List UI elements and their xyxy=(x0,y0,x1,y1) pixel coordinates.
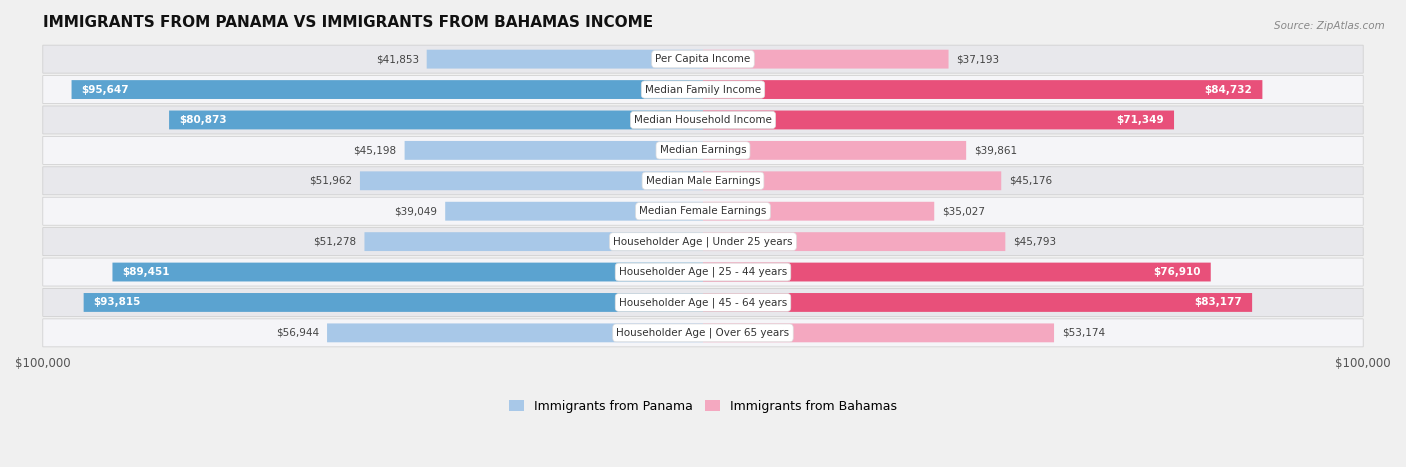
FancyBboxPatch shape xyxy=(405,141,703,160)
Text: Householder Age | Over 65 years: Householder Age | Over 65 years xyxy=(616,328,790,338)
Text: $51,278: $51,278 xyxy=(314,237,357,247)
Text: $35,027: $35,027 xyxy=(942,206,986,216)
Text: Householder Age | Under 25 years: Householder Age | Under 25 years xyxy=(613,236,793,247)
FancyBboxPatch shape xyxy=(703,141,966,160)
FancyBboxPatch shape xyxy=(703,293,1253,312)
Text: $41,853: $41,853 xyxy=(375,54,419,64)
FancyBboxPatch shape xyxy=(42,45,1364,73)
FancyBboxPatch shape xyxy=(703,50,949,69)
FancyBboxPatch shape xyxy=(42,289,1364,317)
FancyBboxPatch shape xyxy=(703,262,1211,282)
FancyBboxPatch shape xyxy=(703,80,1263,99)
FancyBboxPatch shape xyxy=(364,232,703,251)
FancyBboxPatch shape xyxy=(426,50,703,69)
Text: $45,198: $45,198 xyxy=(353,145,396,156)
Text: $80,873: $80,873 xyxy=(179,115,226,125)
Text: Per Capita Income: Per Capita Income xyxy=(655,54,751,64)
FancyBboxPatch shape xyxy=(72,80,703,99)
Text: $76,910: $76,910 xyxy=(1153,267,1201,277)
Text: $89,451: $89,451 xyxy=(122,267,170,277)
Text: Householder Age | 45 - 64 years: Householder Age | 45 - 64 years xyxy=(619,297,787,308)
Legend: Immigrants from Panama, Immigrants from Bahamas: Immigrants from Panama, Immigrants from … xyxy=(509,400,897,413)
FancyBboxPatch shape xyxy=(83,293,703,312)
FancyBboxPatch shape xyxy=(169,111,703,129)
Text: $71,349: $71,349 xyxy=(1116,115,1164,125)
FancyBboxPatch shape xyxy=(42,106,1364,134)
Text: $84,732: $84,732 xyxy=(1205,85,1253,94)
Text: Median Family Income: Median Family Income xyxy=(645,85,761,94)
Text: $37,193: $37,193 xyxy=(956,54,1000,64)
FancyBboxPatch shape xyxy=(703,111,1174,129)
FancyBboxPatch shape xyxy=(42,76,1364,104)
Text: $51,962: $51,962 xyxy=(309,176,352,186)
Text: $53,174: $53,174 xyxy=(1062,328,1105,338)
FancyBboxPatch shape xyxy=(360,171,703,190)
FancyBboxPatch shape xyxy=(328,324,703,342)
FancyBboxPatch shape xyxy=(42,136,1364,164)
Text: $93,815: $93,815 xyxy=(94,297,141,307)
FancyBboxPatch shape xyxy=(703,202,934,220)
Text: $56,944: $56,944 xyxy=(276,328,319,338)
Text: $45,176: $45,176 xyxy=(1010,176,1052,186)
FancyBboxPatch shape xyxy=(112,262,703,282)
Text: $95,647: $95,647 xyxy=(82,85,129,94)
FancyBboxPatch shape xyxy=(703,171,1001,190)
Text: $39,049: $39,049 xyxy=(394,206,437,216)
FancyBboxPatch shape xyxy=(42,319,1364,347)
FancyBboxPatch shape xyxy=(446,202,703,220)
Text: Median Female Earnings: Median Female Earnings xyxy=(640,206,766,216)
FancyBboxPatch shape xyxy=(703,324,1054,342)
Text: Median Male Earnings: Median Male Earnings xyxy=(645,176,761,186)
FancyBboxPatch shape xyxy=(42,258,1364,286)
FancyBboxPatch shape xyxy=(42,197,1364,225)
Text: IMMIGRANTS FROM PANAMA VS IMMIGRANTS FROM BAHAMAS INCOME: IMMIGRANTS FROM PANAMA VS IMMIGRANTS FRO… xyxy=(42,15,652,30)
Text: Median Earnings: Median Earnings xyxy=(659,145,747,156)
Text: $39,861: $39,861 xyxy=(974,145,1017,156)
FancyBboxPatch shape xyxy=(42,227,1364,255)
FancyBboxPatch shape xyxy=(703,232,1005,251)
Text: Median Household Income: Median Household Income xyxy=(634,115,772,125)
Text: $83,177: $83,177 xyxy=(1195,297,1243,307)
Text: $45,793: $45,793 xyxy=(1014,237,1056,247)
Text: Householder Age | 25 - 44 years: Householder Age | 25 - 44 years xyxy=(619,267,787,277)
FancyBboxPatch shape xyxy=(42,167,1364,195)
Text: Source: ZipAtlas.com: Source: ZipAtlas.com xyxy=(1274,21,1385,31)
